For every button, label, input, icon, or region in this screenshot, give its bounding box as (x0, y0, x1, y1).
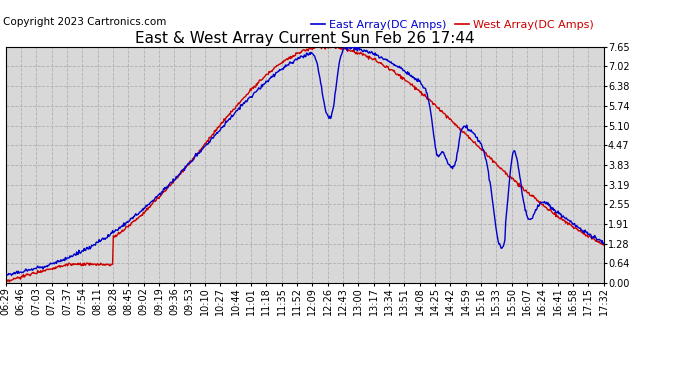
Text: Copyright 2023 Cartronics.com: Copyright 2023 Cartronics.com (3, 17, 167, 27)
Legend: East Array(DC Amps), West Array(DC Amps): East Array(DC Amps), West Array(DC Amps) (307, 16, 598, 35)
Title: East & West Array Current Sun Feb 26 17:44: East & West Array Current Sun Feb 26 17:… (135, 31, 475, 46)
